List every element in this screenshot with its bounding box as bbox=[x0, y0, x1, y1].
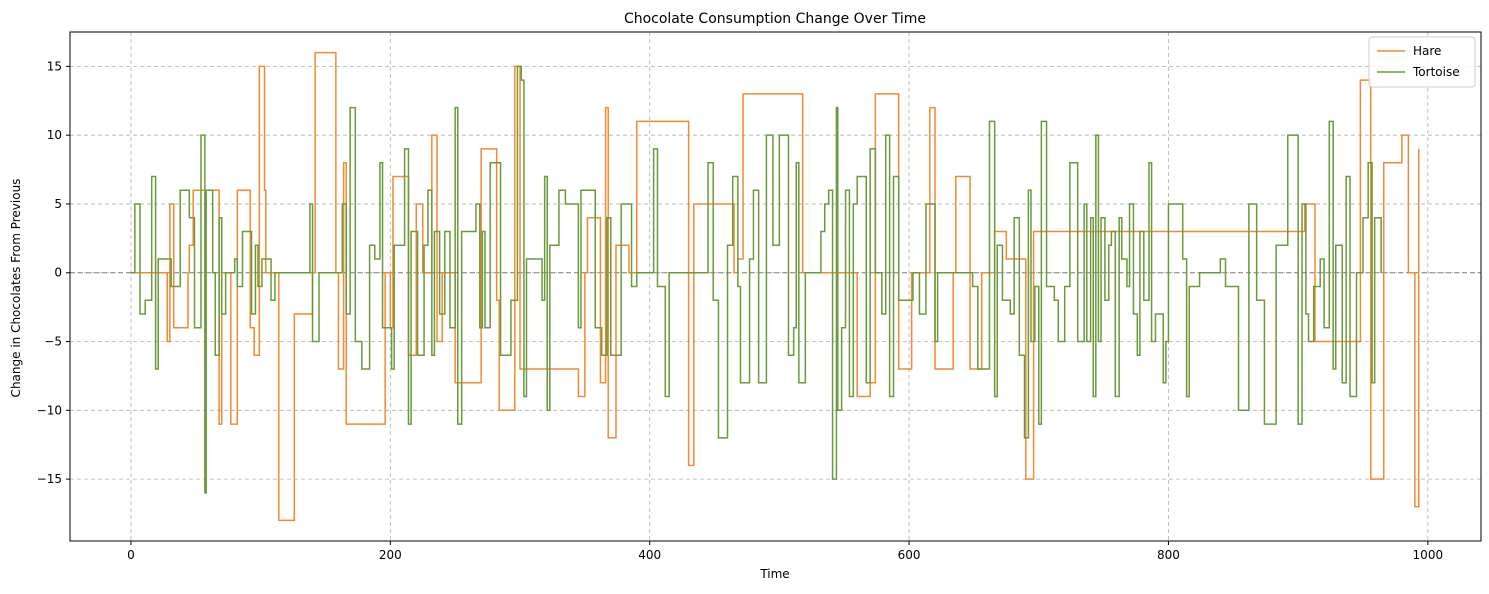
y-axis-ticks: −15 −10 −5 0 5 10 15 bbox=[37, 59, 70, 486]
x-tick-label: 0 bbox=[127, 548, 135, 562]
legend-label-tortoise: Tortoise bbox=[1412, 65, 1460, 79]
y-tick-label: 10 bbox=[47, 128, 62, 142]
x-tick-label: 400 bbox=[638, 548, 661, 562]
series-line-hare bbox=[130, 51, 1420, 522]
y-axis-label: Change in Chocolates From Previous bbox=[9, 179, 23, 398]
x-tick-label: 1000 bbox=[1413, 548, 1444, 562]
legend-box bbox=[1368, 36, 1476, 88]
legend: Hare Tortoise bbox=[1368, 36, 1476, 88]
y-tick-label: 5 bbox=[54, 197, 62, 211]
series-lines bbox=[130, 51, 1420, 522]
y-tick-label: −10 bbox=[37, 403, 62, 417]
y-tick-label: 15 bbox=[47, 59, 62, 73]
x-tick-label: 600 bbox=[898, 548, 921, 562]
x-tick-label: 200 bbox=[379, 548, 402, 562]
chart-title: Chocolate Consumption Change Over Time bbox=[624, 11, 926, 27]
series-line-tortoise bbox=[130, 65, 1382, 494]
legend-label-hare: Hare bbox=[1413, 44, 1441, 58]
x-axis-ticks: 0 200 400 600 800 1000 bbox=[127, 541, 1443, 562]
plot-area-frame bbox=[69, 31, 1482, 542]
x-axis-label: Time bbox=[759, 567, 789, 581]
x-tick-label: 800 bbox=[1157, 548, 1180, 562]
y-tick-label: 0 bbox=[54, 266, 62, 280]
y-tick-label: −5 bbox=[44, 335, 62, 349]
y-tick-label: −15 bbox=[37, 472, 62, 486]
